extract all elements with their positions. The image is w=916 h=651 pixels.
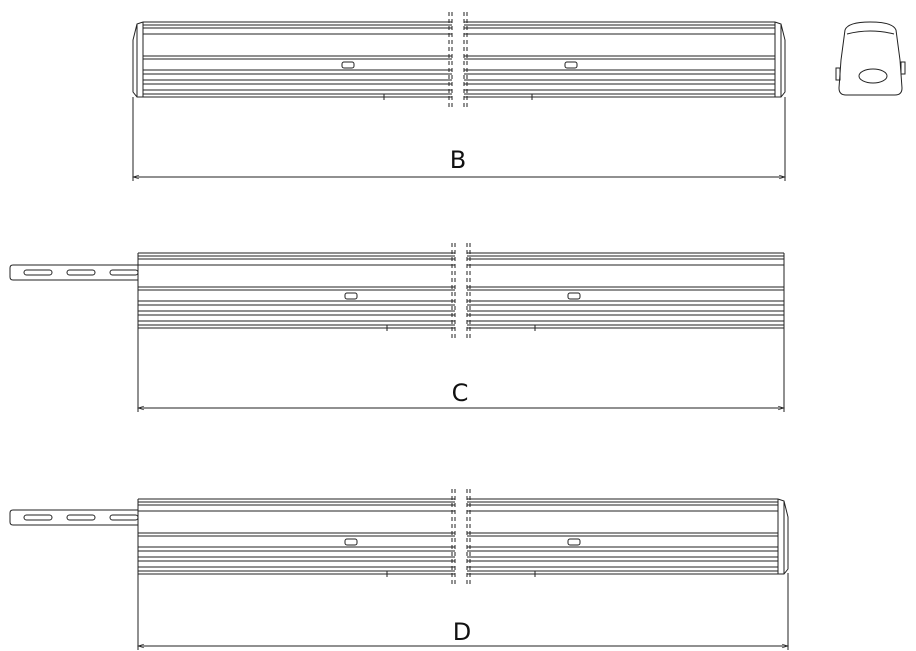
bracket-slot — [109, 514, 139, 521]
end-cap — [777, 498, 789, 575]
slot — [567, 292, 581, 300]
bracket-slot — [66, 514, 96, 521]
bracket-slot — [66, 269, 96, 276]
slot — [344, 538, 358, 546]
end-cap — [132, 21, 144, 98]
dimension-label: C — [452, 379, 469, 407]
dimension-label: D — [453, 618, 471, 646]
slot — [344, 292, 358, 300]
slot — [341, 61, 355, 69]
slot — [564, 61, 578, 69]
bracket — [9, 509, 139, 526]
bracket-slot — [23, 269, 53, 276]
bracket-slot — [23, 514, 53, 521]
bracket-slot — [109, 269, 139, 276]
drawing-layout — [9, 12, 790, 650]
bracket — [9, 264, 139, 281]
slot — [567, 538, 581, 546]
dimension-label: B — [450, 146, 466, 174]
end-view — [835, 21, 906, 96]
end-cap — [774, 21, 786, 98]
